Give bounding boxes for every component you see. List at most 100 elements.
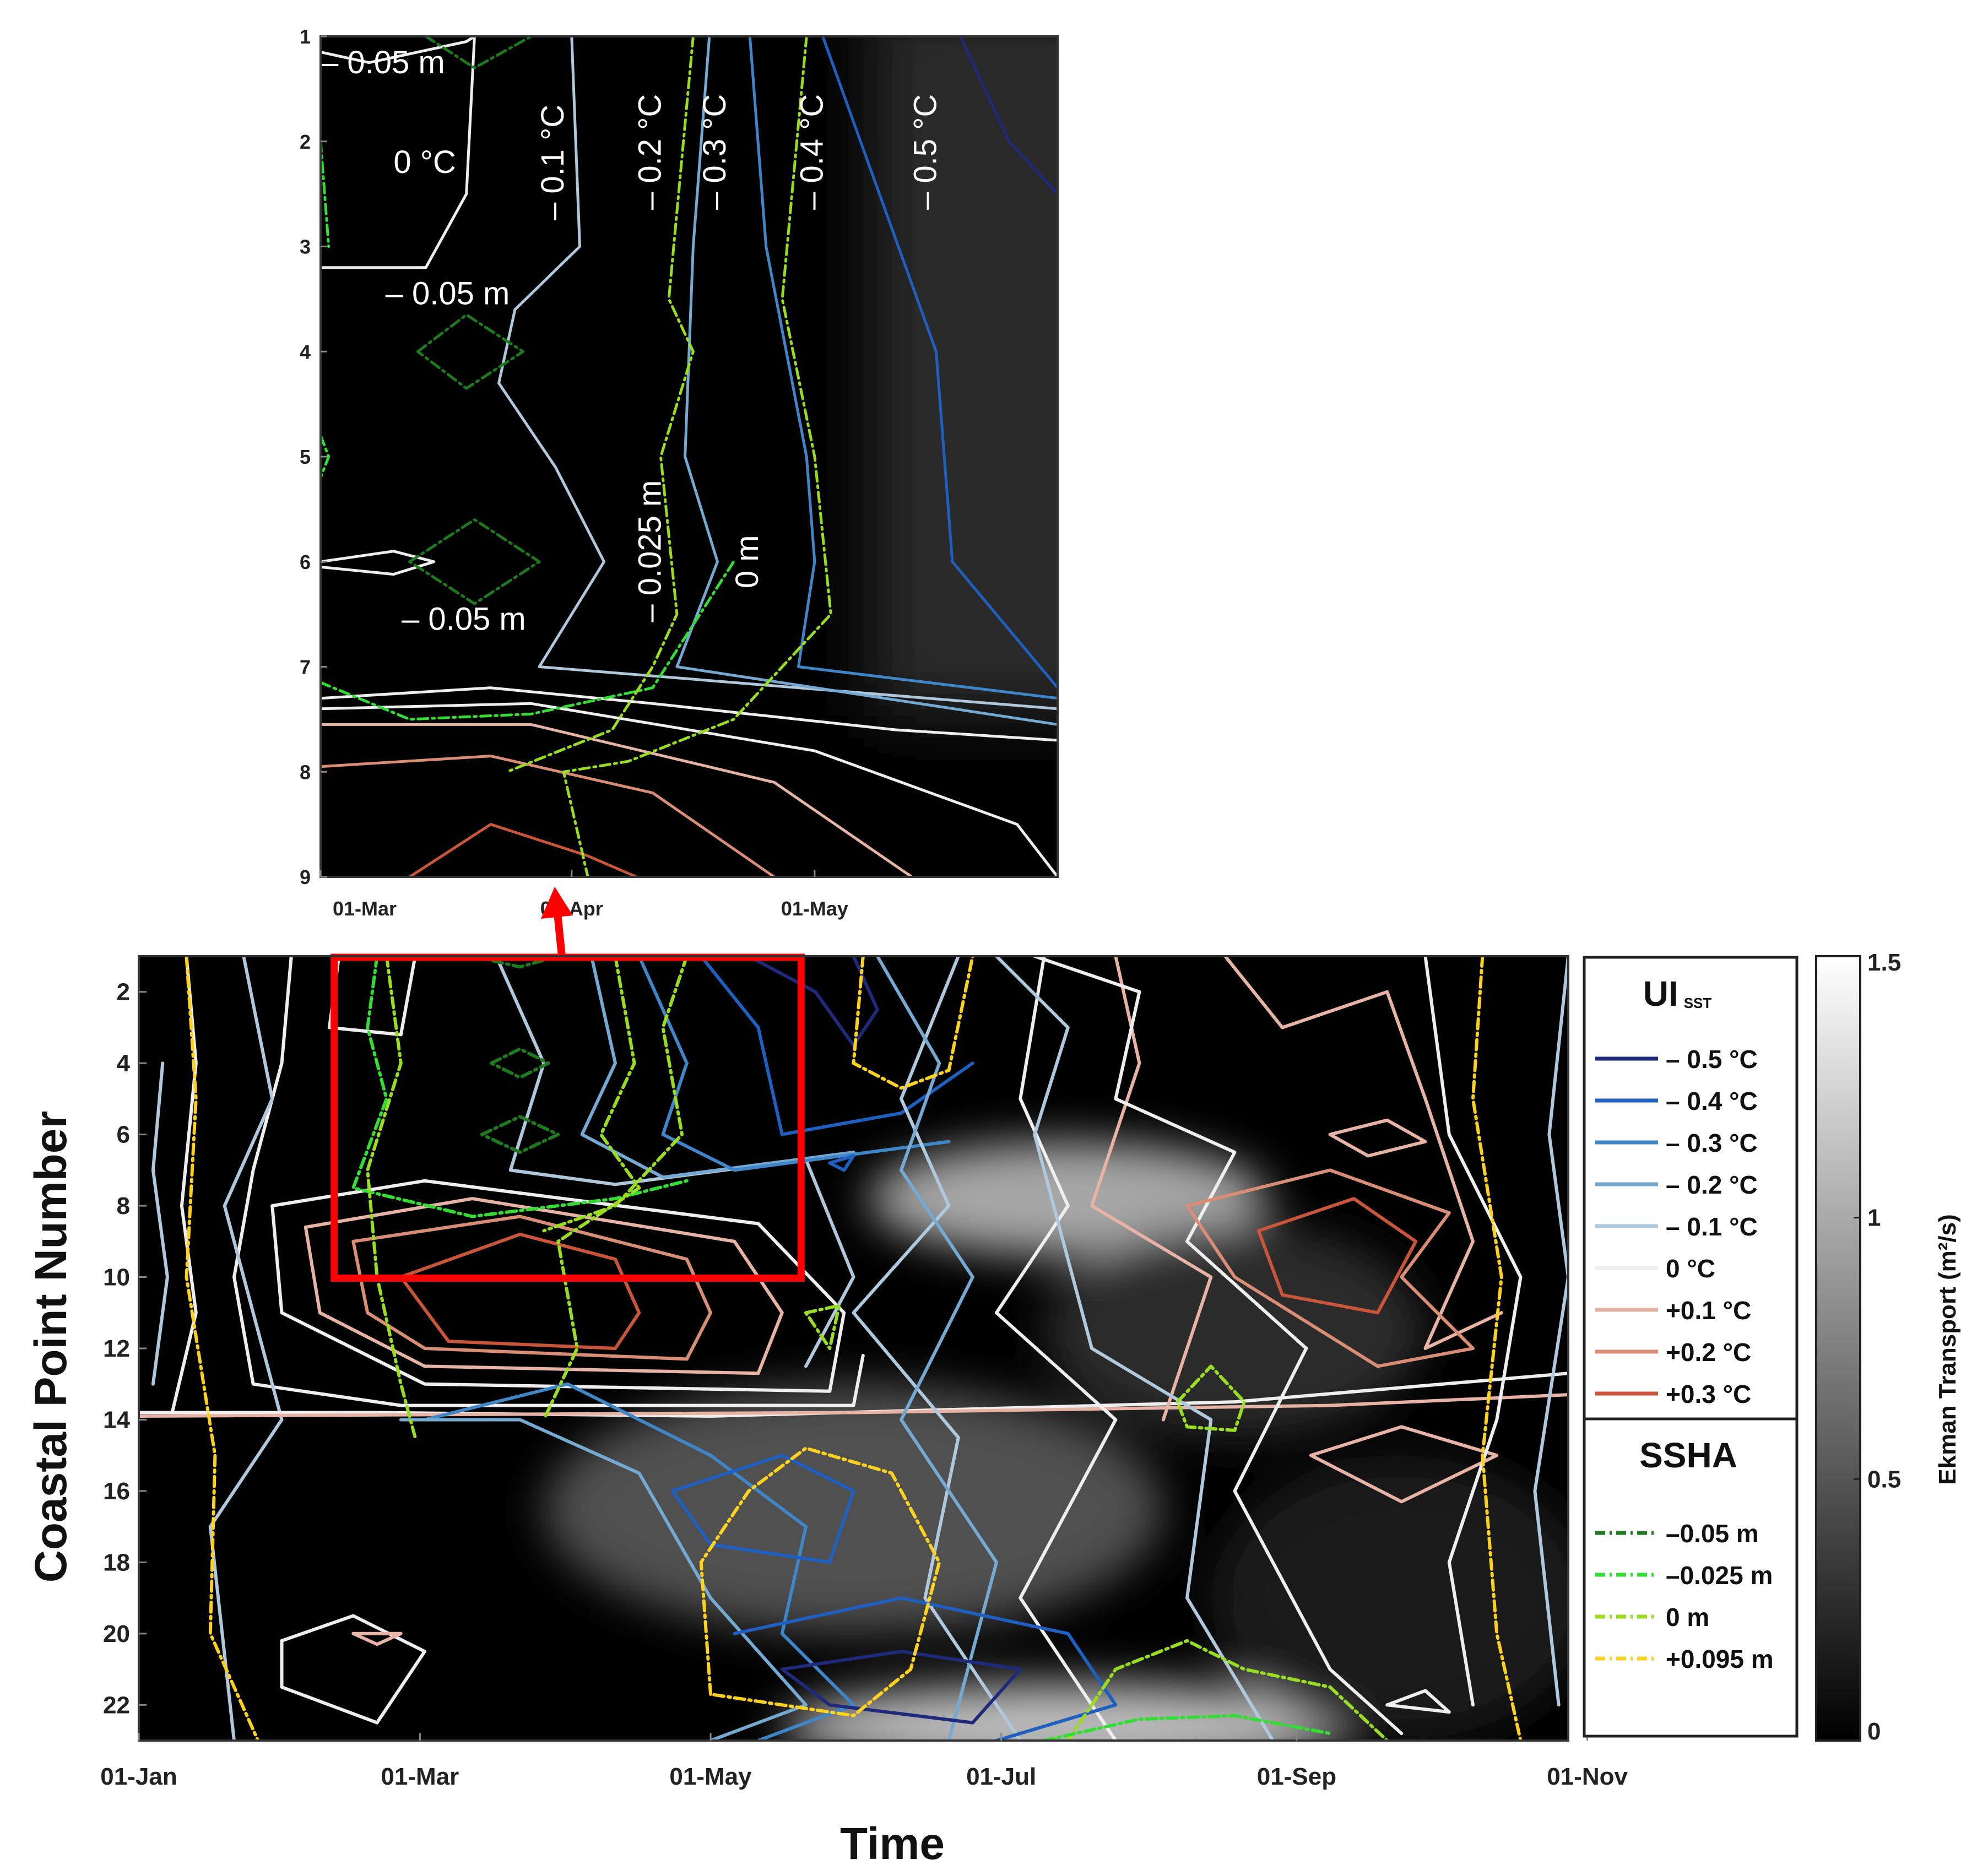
inset-y-tick-label-8: 9 [300, 866, 311, 888]
main-contour-42 [366, 956, 417, 1439]
ekman-blob-4 [1211, 1455, 1568, 1741]
main-x-tick-label-0: 01-Jan [100, 1763, 177, 1790]
inset-contour-10 [321, 723, 913, 877]
legend-ui-title-main: UI [1643, 974, 1678, 1013]
main-contour-2 [151, 1061, 169, 1386]
legend-ui-entries: – 0.5 °C – 0.4 °C – 0.3 °C – 0.2 °C – 0.1 °C… [1595, 1045, 1758, 1408]
main-contour-44 [542, 956, 689, 1233]
main-contour-49 [185, 956, 260, 1741]
ekman-transport-field [544, 1141, 1568, 1741]
main-x-tick-label-2: 01-May [669, 1763, 752, 1790]
main-y-ticks: 2 4 6 8 10 12 14 16 18 20 22 [103, 979, 147, 1719]
main-contour-10 [399, 1232, 641, 1350]
main-contour-9 [351, 1215, 712, 1361]
legend-ssha-label-3: +0.095 m [1666, 1645, 1774, 1673]
legend-box [1583, 956, 1799, 1738]
legend-ui-label-1: – 0.4 °C [1666, 1087, 1758, 1115]
ekman-blob-2 [782, 1683, 1354, 1741]
inset-shading [870, 36, 1058, 716]
main-contour-5 [280, 1614, 426, 1725]
inset-contour-label-8: – 0.5 °C [907, 94, 943, 210]
main-contour-25 [1223, 956, 1503, 1350]
main-y-tick-label-10: 22 [103, 1692, 130, 1719]
main-y-tick-label-8: 18 [103, 1549, 130, 1576]
inset-contour-label-9: – 0.025 m [632, 480, 668, 622]
zoom-arrow-head [541, 887, 573, 919]
main-y-tick-label-3: 8 [117, 1193, 130, 1219]
colorbar-bar [1815, 955, 1861, 1742]
main-contour-3 [208, 956, 284, 1741]
main-contour-38 [490, 1047, 550, 1080]
main-contour-12 [139, 1393, 1568, 1418]
colorbar-tick-label-0: 0 [1867, 1718, 1881, 1745]
main-contour-50 [852, 956, 974, 1090]
inset-contour-4 [675, 36, 1058, 726]
inset-contour-11 [321, 755, 776, 877]
ekman-blob-0 [868, 1141, 1269, 1256]
inset-contour-9 [321, 702, 1058, 877]
main-contours [139, 956, 1568, 1741]
inset-contour-label-2: – 0.05 m [386, 275, 510, 311]
main-contour-20 [875, 956, 998, 1741]
main-contour-21 [995, 956, 1118, 1741]
inset-contour-3 [497, 36, 1058, 711]
inset-contour-20 [562, 36, 832, 877]
inset-y-ticks: 1 2 3 4 5 6 7 8 9 [300, 25, 327, 888]
colorbar: 0 0.5 1 1.5 Ekman Transport (m²/s) [1815, 949, 1961, 1745]
main-contour-14 [580, 956, 855, 1179]
inset-contour-label-10: 0 m [729, 535, 765, 588]
main-contour-41 [351, 956, 689, 1218]
main-contour-18 [828, 1154, 855, 1172]
legend-ui-label-5: 0 °C [1666, 1254, 1715, 1283]
main-contour-46 [1176, 1364, 1246, 1432]
main-contour-23 [1033, 956, 1404, 1736]
legend-ssha-label-0: –0.05 m [1666, 1519, 1759, 1548]
main-contour-24 [995, 956, 1275, 1741]
inset-contour-label-3: – 0.05 m [402, 601, 526, 637]
legend-ui-title: UI SST [1643, 974, 1712, 1013]
inset-contour-16 [321, 140, 331, 248]
main-y-tick-label-9: 20 [103, 1620, 130, 1647]
legend-ssha-label-2: 0 m [1666, 1603, 1709, 1631]
legend-ui-label-6: +0.1 °C [1666, 1296, 1751, 1325]
main-contour-36 [733, 1596, 1118, 1741]
main-y-tick-label-0: 2 [117, 979, 130, 1006]
main-contour-45 [804, 1304, 841, 1350]
legend-ui-label-3: – 0.2 °C [1666, 1170, 1758, 1199]
inset-contour-label-0: – 0.05 m [321, 45, 445, 80]
zoom-arrow [541, 887, 573, 957]
legend-ui-label-2: – 0.3 °C [1666, 1129, 1758, 1157]
colorbar-tick-label-3: 1.5 [1867, 949, 1901, 976]
inset-contour-19 [505, 36, 695, 773]
inset-contour-2 [321, 550, 436, 576]
inset-chart: – 0.05 m 0 °C – 0.05 m – 0.05 m – 0.1 °C – 0.… [300, 25, 1059, 920]
inset-contour-7 [959, 36, 1058, 196]
inset-contour-5 [748, 36, 1058, 700]
main-y-tick-label-6: 14 [103, 1406, 130, 1433]
inset-contour-label-7: – 0.4 °C [794, 94, 830, 210]
main-contour-15 [637, 956, 951, 1172]
inset-contour-1 [321, 36, 476, 269]
inset-contour-14 [416, 313, 525, 390]
x-axis-title: Time [840, 1819, 945, 1869]
legend-ui-label-8: +0.3 °C [1666, 1380, 1751, 1408]
main-x-tick-label-4: 01-Sep [1257, 1763, 1336, 1790]
main-x-ticks: 01-Jan 01-Mar 01-May 01-Jul 01-Sep 01-Nov [100, 1733, 1628, 1790]
inset-contour-label-4: – 0.1 °C [535, 105, 571, 220]
main-x-tick-label-3: 01-Jul [966, 1763, 1036, 1790]
inset-x-tick-label-2: 01-May [781, 897, 848, 920]
main-contour-19 [852, 956, 1022, 1741]
main-contour-13 [494, 956, 855, 1368]
inset-contour-18 [321, 560, 735, 721]
colorbar-tick-label-1: 0.5 [1867, 1466, 1901, 1493]
legend-ssha-title: SSHA [1639, 1435, 1737, 1475]
inset-y-tick-label-4: 5 [300, 446, 311, 468]
main-contour-26 [1185, 1168, 1475, 1368]
legend-ui-title-subscript: SST [1684, 995, 1712, 1011]
inset-contour-15 [408, 518, 541, 605]
main-contour-1 [232, 956, 865, 1407]
inset-contour-labels: – 0.05 m 0 °C – 0.05 m – 0.05 m – 0.1 °C – 0.… [321, 45, 943, 637]
colorbar-ticks: 0 0.5 1 1.5 [1854, 949, 1901, 1745]
inset-y-tick-label-0: 1 [300, 25, 311, 48]
